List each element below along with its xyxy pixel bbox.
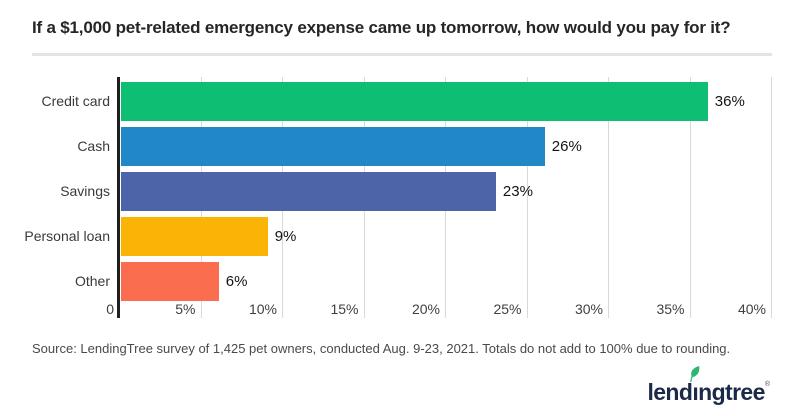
bar-other [121,262,219,301]
x-tick-label: 25% [493,301,522,317]
x-tick-label: 20% [411,301,440,317]
category-label: Personal loan [24,228,110,244]
bar-credit-card [121,82,708,121]
value-label: 9% [274,228,297,245]
bar-chart: 0 5% 10% 15% 20% 25% 30% 35% 40% Credit card 36% Ca… [0,77,800,318]
x-tick-label: 10% [248,301,277,317]
gridline-30% [608,77,609,318]
x-tick-label: 30% [574,301,603,317]
bar-savings [121,172,496,211]
registered-trademark: ® [764,381,770,388]
value-label: 23% [502,183,533,200]
lendingtree-logo: lend ıngtree® [647,366,770,405]
value-label: 6% [225,273,248,290]
bar-cash [121,127,545,166]
logo-text-part1: lend [647,379,693,405]
category-label: Credit card [41,93,110,109]
value-label: 36% [714,93,745,110]
value-label: 26% [551,138,582,155]
x-tick-label: 0 [106,301,114,317]
leaf-icon [690,366,700,382]
x-tick-label: 35% [656,301,685,317]
category-label: Savings [60,183,110,199]
gridline-40% [771,77,772,318]
category-label: Cash [77,138,110,154]
logo-letter-i: ı [690,366,700,405]
bar-personal-loan [121,217,268,256]
x-tick-label: 15% [330,301,359,317]
x-tick-label: 40% [737,301,766,317]
gridline-35% [689,77,691,318]
y-axis-line [117,77,120,318]
title-divider [32,53,772,56]
source-note: Source: LendingTree survey of 1,425 pet … [32,341,731,356]
logo-text-part2: ngtree [698,379,765,405]
chart-title: If a $1,000 pet-related emergency expens… [32,18,731,37]
gridline-25% [526,77,528,318]
category-label: Other [74,273,110,289]
x-tick-label: 5% [175,301,196,317]
logo-dotless-i: ı [692,379,699,405]
